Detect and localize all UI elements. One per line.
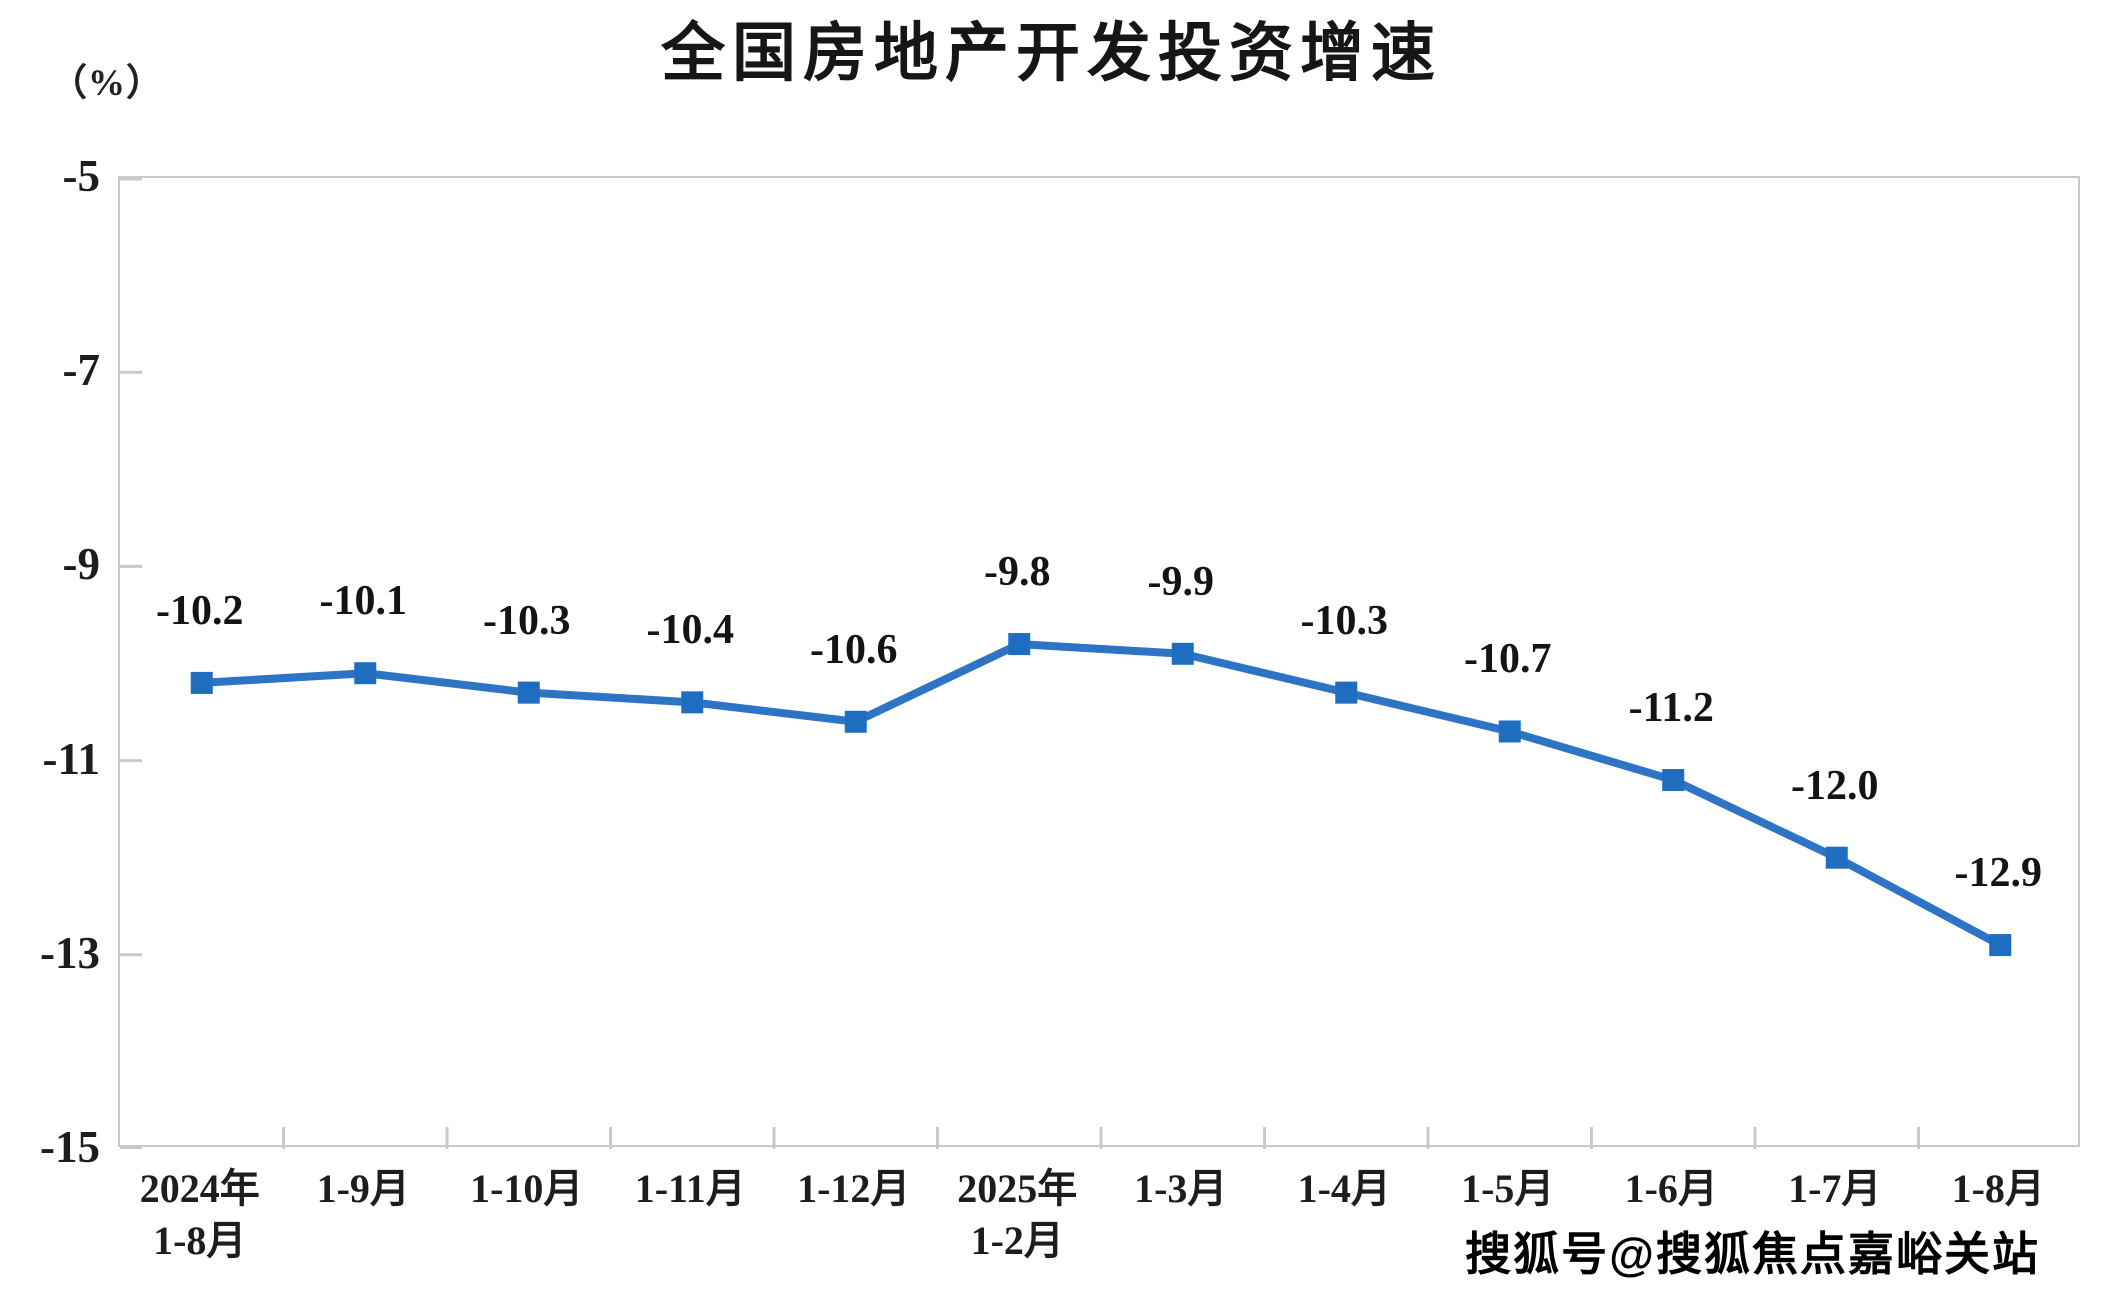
data-point-label: -10.6 xyxy=(810,626,898,673)
x-axis-category-label: 1-9月 xyxy=(243,1163,483,1215)
data-point-label: -12.0 xyxy=(1791,762,1879,809)
data-point-marker xyxy=(1498,720,1521,743)
data-point-label: -10.4 xyxy=(646,607,735,654)
data-point-label: -10.3 xyxy=(1300,597,1389,644)
data-point-label: -9.9 xyxy=(1147,558,1215,605)
x-axis-category-label: 1-7月 xyxy=(1715,1163,1955,1215)
x-axis-label-line: 1-6月 xyxy=(1624,1166,1718,1211)
data-point-marker xyxy=(1989,934,2012,957)
chart-title: 全国房地产开发投资增速 xyxy=(661,17,1442,89)
data-point-label: -11.2 xyxy=(1628,685,1714,732)
x-axis-label-line: 1-5月 xyxy=(1461,1166,1555,1211)
data-point-marker xyxy=(190,671,213,694)
data-point-marker xyxy=(1171,642,1194,665)
plot-area xyxy=(118,176,2080,1149)
data-point-marker xyxy=(844,710,867,733)
x-axis-label-line: 1-12月 xyxy=(797,1166,911,1211)
x-axis-label-line: 1-4月 xyxy=(1297,1166,1391,1211)
x-axis-label-line: 1-10月 xyxy=(470,1166,584,1211)
line-series-svg xyxy=(120,178,2012,1149)
x-axis-category-label: 1-10月 xyxy=(407,1163,647,1215)
y-axis-unit-label: （%） xyxy=(50,63,164,104)
x-axis-label-line: 1-11月 xyxy=(634,1166,746,1211)
x-axis-category-label: 1-5月 xyxy=(1388,1163,1628,1215)
watermark-text: 搜狐号@搜狐焦点嘉峪关站 xyxy=(1465,1228,2040,1280)
x-axis-label-line: 1-8月 xyxy=(1951,1166,2045,1211)
data-point-label: -10.1 xyxy=(319,578,408,625)
data-point-marker xyxy=(1825,846,1848,869)
y-axis-tick-label: -13 xyxy=(40,927,100,978)
x-axis-label-line: 1-7月 xyxy=(1788,1166,1882,1211)
y-axis-tick-label: -11 xyxy=(42,733,100,784)
y-axis-tick-label: -5 xyxy=(62,151,101,201)
y-axis-tick-label: -9 xyxy=(62,539,101,590)
x-axis-category-label: 1-11月 xyxy=(570,1163,810,1215)
x-axis-category-label: 2024年 1-8月 xyxy=(80,1163,320,1267)
data-point-marker xyxy=(517,681,540,704)
data-point-marker xyxy=(1335,681,1358,704)
x-axis-category-label: 1-8月 xyxy=(1878,1163,2103,1215)
y-axis-tick-label: -15 xyxy=(40,1122,100,1172)
x-axis-label-line: 1-3月 xyxy=(1134,1166,1228,1211)
data-point-marker xyxy=(354,662,377,685)
data-point-marker xyxy=(1008,633,1031,656)
x-axis-label-line: 1-8月 xyxy=(153,1218,247,1263)
x-axis-category-label: 2025年 1-2月 xyxy=(897,1163,1137,1267)
x-axis-category-label: 1-4月 xyxy=(1224,1163,1464,1215)
data-point-marker xyxy=(681,691,704,714)
data-point-label: -9.8 xyxy=(984,549,1051,596)
x-axis-label-line: 2025年 xyxy=(957,1166,1078,1211)
data-point-label: -10.2 xyxy=(156,587,244,634)
data-point-label: -10.3 xyxy=(483,597,571,644)
data-point-label: -10.7 xyxy=(1464,636,1552,683)
y-axis-tick-label: -7 xyxy=(62,345,101,396)
data-point-marker xyxy=(1662,769,1685,792)
x-axis-category-label: 1-3月 xyxy=(1061,1163,1301,1215)
x-axis-label-line: 1-9月 xyxy=(316,1166,410,1211)
x-axis-category-label: 1-6月 xyxy=(1551,1163,1791,1215)
x-axis-label-line: 2024年 xyxy=(139,1166,260,1211)
data-point-label: -12.9 xyxy=(1954,850,2043,897)
series-line xyxy=(197,640,2005,950)
x-axis-label-line: 1-2月 xyxy=(970,1218,1064,1263)
x-axis-category-label: 1-12月 xyxy=(734,1163,974,1215)
